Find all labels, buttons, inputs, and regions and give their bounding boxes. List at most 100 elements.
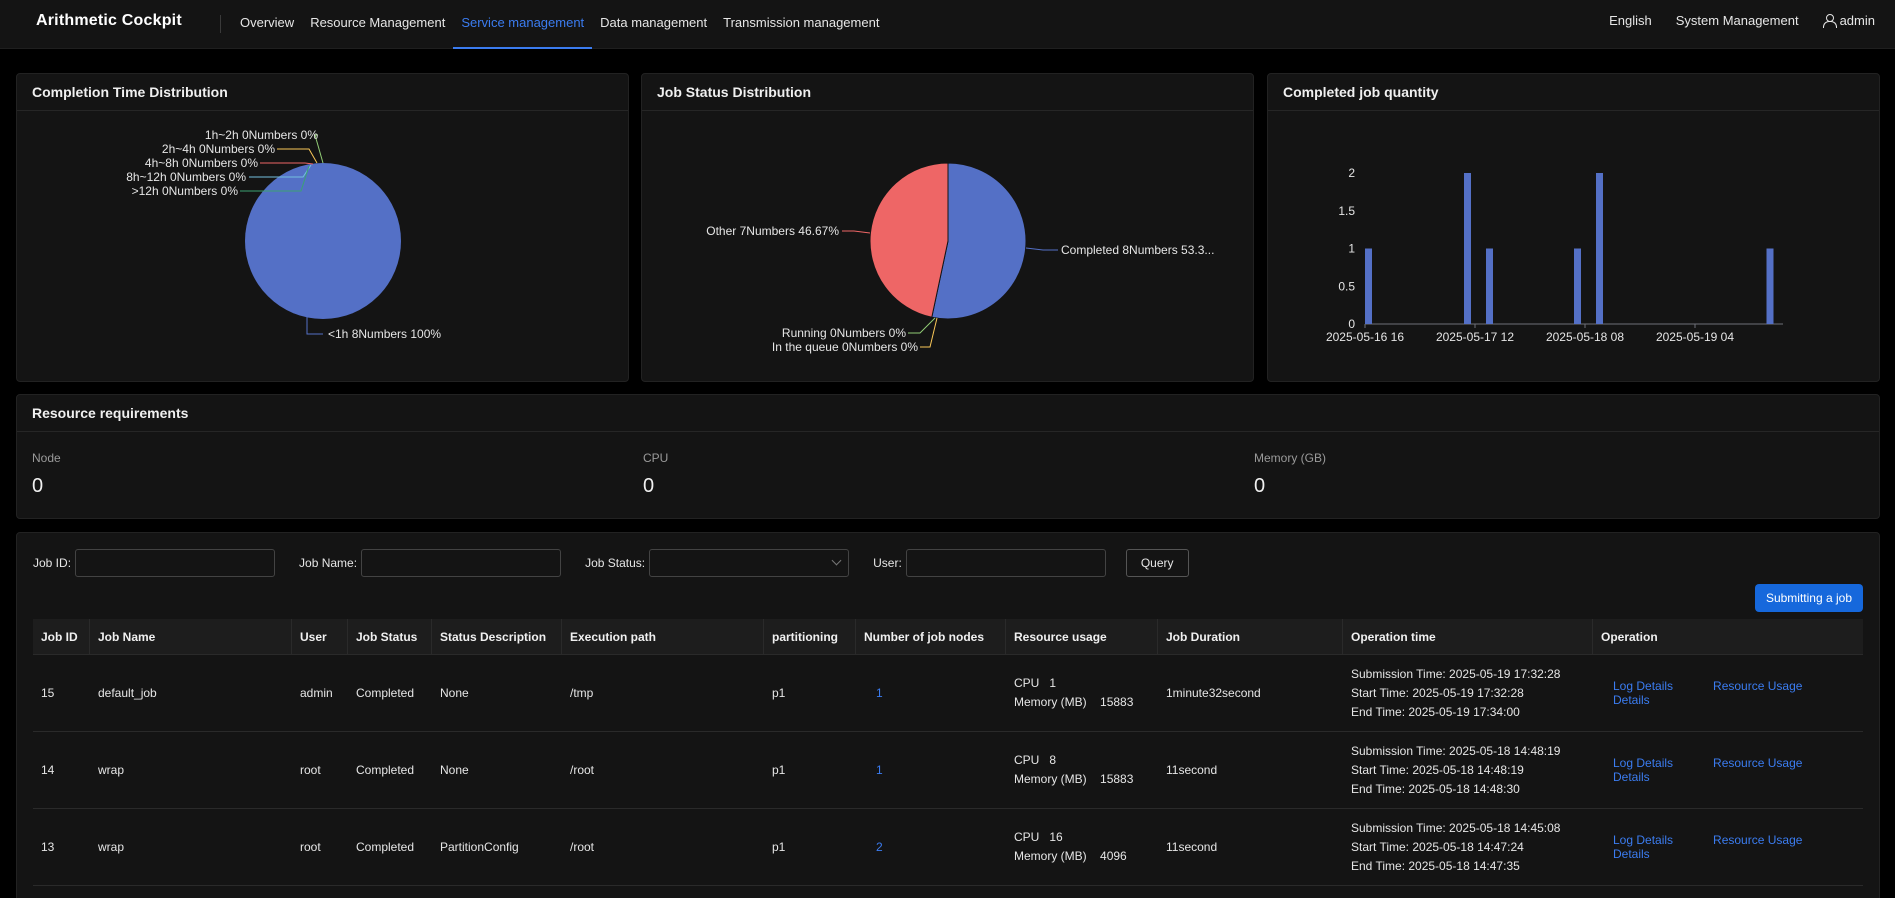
log-details-link[interactable]: Log Details <box>1613 833 1674 847</box>
resource-label: Node <box>32 451 61 465</box>
bar[interactable] <box>1766 248 1774 325</box>
bar[interactable] <box>1596 173 1603 324</box>
pie-label: 2h~4h 0Numbers 0% <box>162 142 275 156</box>
job-status-select[interactable] <box>649 549 850 577</box>
nav-item[interactable]: Transmission management <box>723 15 880 30</box>
cell-text: root <box>300 840 321 854</box>
submission-time: Submission Time: 2025-05-18 14:48:19 <box>1351 743 1561 758</box>
start-time: Start Time: 2025-05-18 14:47:24 <box>1351 839 1524 854</box>
job-id-input[interactable] <box>75 549 276 577</box>
cell-text: 11second <box>1166 763 1218 777</box>
column-header: Job Name <box>90 619 292 654</box>
card-title: Completed job quantity <box>1268 74 1879 111</box>
nav-item[interactable]: Resource Management <box>310 15 446 30</box>
user-input[interactable] <box>905 549 1106 577</box>
cell-text: 11second <box>1166 840 1218 854</box>
operation-time-cell: Submission Time: 2025-05-19 17:32:28 Star… <box>1343 665 1593 722</box>
memory-usage: Memory (MB) 4096 <box>1014 849 1127 863</box>
resource-cpu: CPU 0 <box>643 451 668 498</box>
end-time: End Time: 2025-05-18 14:48:30 <box>1351 781 1520 796</box>
label-line <box>908 317 936 334</box>
job-nodes-link[interactable]: 2 <box>876 840 883 854</box>
resource-usage-details-link[interactable]: Resource Usage Details <box>1613 679 1803 707</box>
submit-job-button[interactable]: Submitting a job <box>1754 584 1863 612</box>
nav-item[interactable]: Service management <box>453 0 593 49</box>
column-header: Resource usage <box>1006 619 1158 654</box>
job-nodes-link[interactable]: 1 <box>876 686 883 700</box>
user-menu[interactable]: admin <box>1822 12 1875 28</box>
job-name-filter: Job Name: <box>299 549 562 577</box>
resource-label: CPU <box>643 451 669 465</box>
job-id-cell: 15 <box>33 686 90 700</box>
pie-slice[interactable] <box>931 162 1027 320</box>
cell-text: root <box>300 763 321 777</box>
log-details-link[interactable]: Log Details <box>1613 756 1674 770</box>
memory-usage: Memory (MB) 15883 <box>1014 772 1134 786</box>
cell-text: /root <box>570 763 595 777</box>
operation-cell: Log Details Resource Usage Details <box>1593 756 1863 784</box>
job-name-cell: wrap <box>90 840 292 854</box>
completed-job-quantity-card: Completed job quantity 0 0.5 1 1.5 2 2025-05-… <box>1267 73 1880 382</box>
label-line <box>920 317 938 348</box>
y-tick-label: 0 <box>1348 317 1355 331</box>
job-duration-cell: 11second <box>1158 763 1343 777</box>
resource-usage-details-link[interactable]: Resource Usage Details <box>1613 756 1803 784</box>
resource-label: Memory (GB) <box>1254 451 1326 465</box>
job-status-cell: Completed <box>348 840 432 854</box>
end-time: End Time: 2025-05-19 17:34:00 <box>1351 704 1520 719</box>
system-management-link[interactable]: System Management <box>1675 12 1799 28</box>
column-header: Operation time <box>1343 619 1593 654</box>
job-nodes-cell: 1 <box>856 686 1006 700</box>
resource-usage-details-link[interactable]: Resource Usage Details <box>1613 833 1803 861</box>
column-header: Operation <box>1601 630 1658 644</box>
pie-label: Running 0Numbers 0% <box>782 326 906 340</box>
query-button[interactable]: Query <box>1125 549 1189 577</box>
partition-cell: p1 <box>764 840 856 854</box>
execution-path-cell: /root <box>562 763 764 777</box>
completion-time-pie-chart: <1h 8Numbers 100% 1h~2h 0Numbers 0%2h~4h … <box>126 128 441 341</box>
nav-item[interactable]: Overview <box>240 15 295 30</box>
execution-path-cell: /root <box>562 840 764 854</box>
y-tick-label: 0.5 <box>1338 279 1355 293</box>
x-tick-label: 2025-05-19 04 <box>1656 330 1734 344</box>
operation-cell: Log Details Resource Usage Details <box>1593 833 1863 861</box>
nav-item[interactable]: Data management <box>600 15 708 30</box>
job-table: Job ID Job Name User Job Status Status Descr… <box>33 619 1863 886</box>
job-nodes-link[interactable]: 1 <box>876 763 883 777</box>
cpu-usage: CPU 8 <box>1014 753 1057 767</box>
user-cell: admin <box>292 686 348 700</box>
log-details-link[interactable]: Log Details <box>1613 679 1674 693</box>
resource-requirements-card: Resource requirements Node 0 CPU 0 Memor… <box>16 394 1880 519</box>
bar[interactable] <box>1486 248 1493 325</box>
label-line <box>842 230 871 234</box>
job-id-label: Job ID: <box>33 556 72 570</box>
bar[interactable] <box>1464 173 1471 324</box>
table-row: 14 wrap root Completed None/root p1 1 CPU 8 Memo… <box>33 732 1863 809</box>
submission-time: Submission Time: 2025-05-18 14:45:08 <box>1351 820 1561 835</box>
job-list-card: Job ID: Job Name: Job Status: User: Quer… <box>16 532 1880 898</box>
bar[interactable] <box>1574 248 1581 325</box>
user-name: admin <box>1839 12 1875 28</box>
bar[interactable] <box>1365 248 1372 325</box>
pie-slice[interactable] <box>245 163 401 319</box>
submission-time: Submission Time: 2025-05-19 17:32:28 <box>1351 666 1561 681</box>
job-nodes-cell: 2 <box>856 840 1006 854</box>
resource-value: 0 <box>32 475 44 497</box>
start-time: Start Time: 2025-05-18 14:48:19 <box>1351 762 1524 777</box>
completed-job-bar-chart: 0 0.5 1 1.5 2 2025-05-16 16 2025-05-17 12 2025-… <box>1326 166 1783 344</box>
job-id-filter: Job ID: <box>33 549 276 577</box>
user-cell: root <box>292 840 348 854</box>
cell-text: /tmp <box>570 686 594 700</box>
job-name-cell: wrap <box>90 763 292 777</box>
operation-time-cell: Submission Time: 2025-05-18 14:45:08 Star… <box>1343 819 1593 876</box>
pie-slice[interactable] <box>869 162 949 318</box>
user-filter: User: <box>873 549 1106 577</box>
column-header: Execution path <box>562 619 764 654</box>
end-time: End Time: 2025-05-18 14:47:35 <box>1351 858 1520 873</box>
job-name-input[interactable] <box>361 549 562 577</box>
language-switch[interactable]: English <box>1609 12 1652 28</box>
job-status-pie-chart: Completed 8Numbers 53.3... Other 7Numbers… <box>706 162 1214 354</box>
pie-label: 8h~12h 0Numbers 0% <box>126 170 246 184</box>
job-name-label: Job Name: <box>299 556 358 570</box>
cell-text: None <box>440 686 469 700</box>
